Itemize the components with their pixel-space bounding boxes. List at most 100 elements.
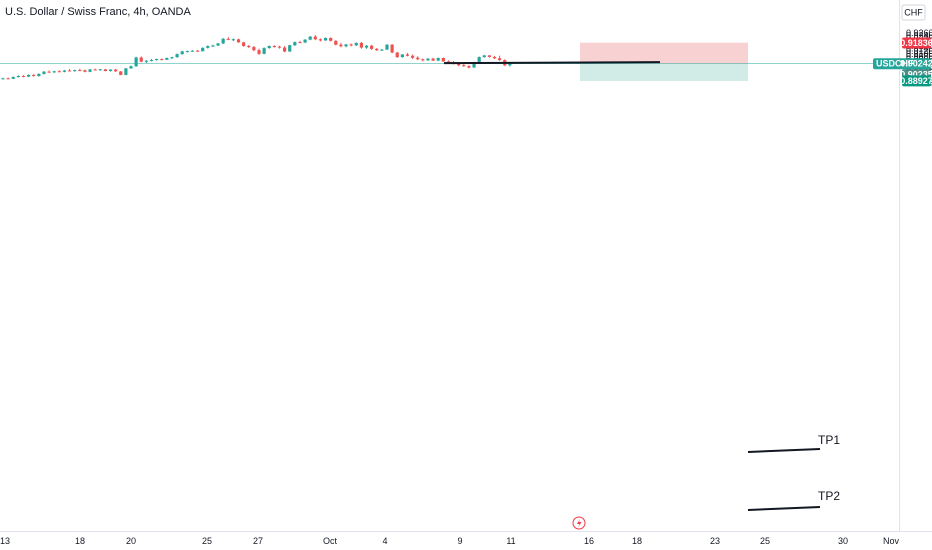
candle-body bbox=[436, 57, 440, 61]
candle-body bbox=[385, 44, 389, 50]
candle-body bbox=[21, 75, 26, 77]
candle bbox=[405, 53, 410, 57]
candle bbox=[431, 57, 435, 61]
tp2-trendline[interactable] bbox=[747, 506, 821, 511]
candle bbox=[467, 65, 471, 69]
candle-body bbox=[114, 69, 118, 72]
candle-body bbox=[462, 65, 466, 67]
candle-body bbox=[323, 37, 328, 41]
candle-body bbox=[492, 56, 497, 59]
candle bbox=[216, 42, 220, 47]
candle-body bbox=[6, 78, 10, 80]
currency-button[interactable] bbox=[901, 4, 926, 21]
candle-body bbox=[339, 44, 343, 47]
candle bbox=[62, 69, 67, 73]
target-zone[interactable] bbox=[580, 63, 748, 81]
symbol-price-badge: USDCHF 0.90242 bbox=[873, 58, 932, 70]
candle-body bbox=[498, 58, 502, 61]
time-tick-label: 18 bbox=[632, 536, 642, 546]
time-tick-label: 23 bbox=[710, 536, 720, 546]
support-trendline[interactable] bbox=[443, 61, 661, 65]
candle bbox=[236, 38, 241, 43]
candle-body bbox=[103, 69, 107, 72]
currency-button-label[interactable]: CHF bbox=[904, 8, 923, 18]
candle bbox=[267, 45, 271, 49]
time-tick-label: 20 bbox=[126, 536, 136, 546]
candle bbox=[482, 54, 486, 58]
candle bbox=[195, 50, 200, 52]
candle-body bbox=[364, 45, 369, 48]
candle-body bbox=[83, 70, 87, 72]
candle-body bbox=[62, 70, 67, 72]
candle bbox=[119, 71, 123, 76]
candle-body bbox=[354, 42, 358, 46]
candle bbox=[190, 50, 195, 52]
time-tick-label: 11 bbox=[506, 536, 515, 546]
candle-body bbox=[344, 44, 348, 47]
candle-body bbox=[252, 47, 256, 51]
candle bbox=[308, 35, 312, 41]
candle bbox=[487, 55, 491, 58]
candle bbox=[21, 75, 26, 78]
candle bbox=[6, 77, 10, 80]
candle-body bbox=[32, 74, 36, 77]
candle-body bbox=[262, 48, 266, 54]
candle-body bbox=[411, 55, 415, 58]
event-marker[interactable] bbox=[572, 516, 586, 530]
stop-zone[interactable] bbox=[580, 42, 748, 64]
tp1-trendline[interactable] bbox=[747, 448, 821, 453]
candle-body bbox=[247, 46, 251, 48]
candle bbox=[211, 44, 215, 48]
candle bbox=[441, 57, 445, 62]
candle-body bbox=[359, 42, 363, 48]
candle bbox=[293, 41, 297, 47]
candle-body bbox=[216, 43, 220, 46]
time-tick-label: 4 bbox=[382, 536, 387, 546]
candle-body bbox=[221, 38, 225, 44]
candle-body bbox=[93, 69, 97, 71]
candle bbox=[144, 60, 148, 63]
candle bbox=[149, 59, 154, 62]
candle-body bbox=[57, 71, 61, 73]
chart-title: U.S. Dollar / Swiss Franc, 4h, OANDA bbox=[5, 6, 191, 18]
candle-body bbox=[175, 54, 179, 58]
candle bbox=[1, 77, 5, 80]
candle-body bbox=[155, 59, 159, 61]
price-tick-label: 0.90800 bbox=[906, 51, 932, 61]
candle-body bbox=[206, 46, 210, 48]
candle-body bbox=[272, 46, 276, 48]
time-tick-label: 9 bbox=[457, 536, 462, 546]
candle bbox=[67, 68, 72, 72]
candle-body bbox=[441, 57, 445, 62]
candle-body bbox=[370, 45, 374, 49]
candle bbox=[411, 54, 415, 60]
candle-body bbox=[267, 46, 271, 49]
candle-body bbox=[431, 58, 435, 61]
candle-body bbox=[160, 59, 164, 61]
candle bbox=[98, 68, 102, 71]
candle bbox=[78, 68, 82, 72]
candle bbox=[370, 44, 374, 50]
candle-body bbox=[47, 71, 51, 73]
candle bbox=[83, 69, 87, 73]
candle-body bbox=[298, 42, 302, 44]
candle-body bbox=[37, 73, 41, 77]
time-axis[interactable]: 13 18 20 25 27 Oct 4 9 11 16 18 23 25 30 Nov bbox=[0, 536, 899, 546]
candle bbox=[354, 42, 358, 47]
candle-body bbox=[67, 70, 72, 72]
candle bbox=[47, 70, 51, 73]
candle bbox=[88, 68, 92, 73]
candle-body bbox=[134, 57, 138, 67]
candle-body bbox=[190, 50, 195, 52]
time-tick-label: 27 bbox=[253, 536, 263, 546]
candle bbox=[180, 50, 184, 55]
secondary-price-value: 0.90235 bbox=[900, 70, 932, 80]
candle bbox=[42, 71, 46, 75]
candle-body bbox=[52, 71, 56, 73]
candle-body bbox=[119, 71, 123, 75]
candle-body bbox=[380, 49, 384, 51]
candle-body bbox=[467, 66, 471, 68]
candle-body bbox=[226, 38, 230, 40]
